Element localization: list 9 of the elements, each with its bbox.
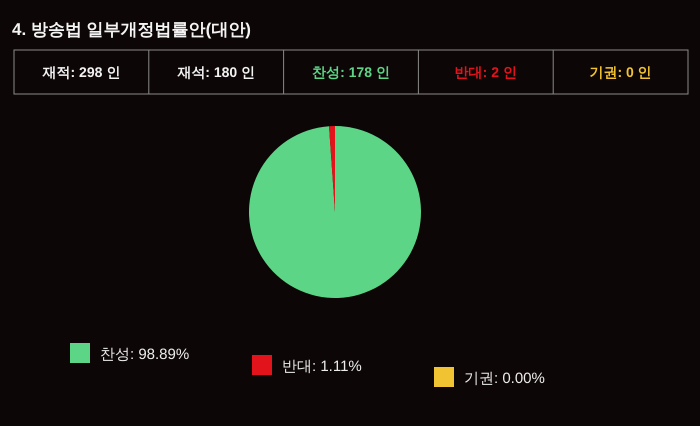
- title: 4. 방송법 일부개정법률안(대안): [12, 20, 251, 39]
- legend-label: 기권: 0.00%: [464, 370, 545, 387]
- legend-label: 찬성: 98.89%: [100, 346, 190, 363]
- annotation: 기권: 0 인: [589, 64, 652, 80]
- annotation: 재적: 298 인: [42, 64, 120, 80]
- legend-label: 반대: 1.11%: [282, 358, 362, 375]
- annotation: 반대: 2 인: [454, 64, 517, 80]
- annotation: 재석: 180 인: [177, 64, 256, 80]
- annotation: 찬성: 178 인: [312, 64, 390, 80]
